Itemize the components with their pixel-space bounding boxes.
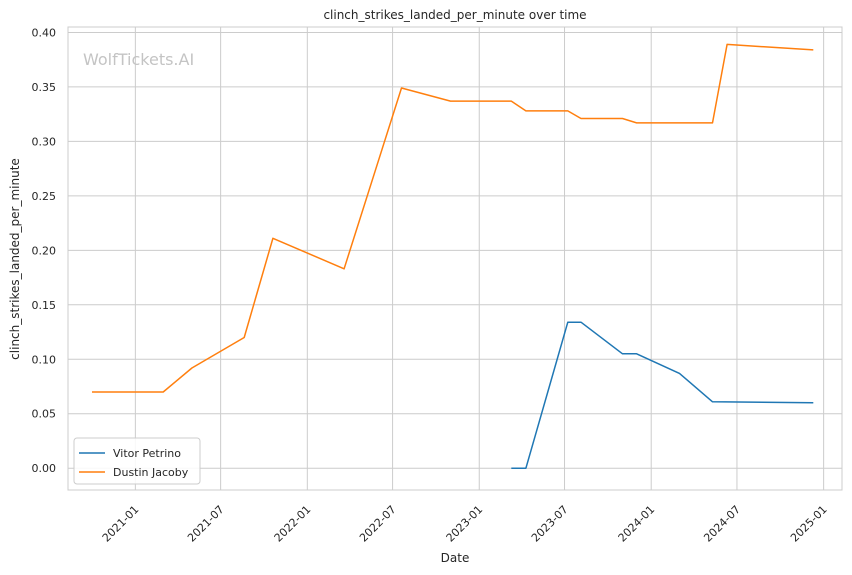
y-axis-label: clinch_strikes_landed_per_minute (8, 158, 22, 360)
series-line-2 (92, 43, 814, 393)
x-tick-label: 2024-07 (701, 503, 743, 545)
legend: Vitor Petrino Dustin Jacoby (73, 437, 201, 485)
y-tick-label: 0.05 (32, 408, 57, 421)
x-axis-label: Date (441, 551, 470, 565)
grid (68, 27, 842, 490)
series-line-1 (511, 321, 814, 469)
x-tick-label: 2021-01 (100, 503, 142, 545)
plot-area (67, 26, 843, 491)
x-tick-label: 2025-01 (788, 503, 830, 545)
y-tick-label: 0.25 (32, 190, 57, 203)
x-tick-label: 2022-01 (272, 503, 314, 545)
x-tick-label: 2021-07 (185, 503, 227, 545)
series-layer (92, 43, 814, 469)
x-axis-ticks: 2021-01 2021-07 2022-01 2022-07 2023-01 2023-… (100, 503, 830, 545)
y-axis-ticks: 0.00 0.05 0.10 0.15 0.20 0.25 0.30 0.35 0.40 (32, 26, 57, 475)
y-tick-label: 0.10 (32, 353, 57, 366)
y-tick-label: 0.40 (32, 26, 57, 39)
x-tick-label: 2023-07 (529, 503, 571, 545)
y-tick-label: 0.30 (32, 135, 57, 148)
legend-label-2: Dustin Jacoby (113, 466, 189, 479)
y-tick-label: 0.35 (32, 81, 57, 94)
watermark: WolfTickets.AI (83, 50, 194, 69)
x-tick-label: 2022-07 (357, 503, 399, 545)
y-tick-label: 0.00 (32, 462, 57, 475)
y-tick-label: 0.15 (32, 299, 57, 312)
y-tick-label: 0.20 (32, 244, 57, 257)
chart-title: clinch_strikes_landed_per_minute over ti… (323, 8, 586, 22)
x-tick-label: 2024-01 (616, 503, 658, 545)
legend-box (73, 437, 201, 485)
x-tick-label: 2023-01 (444, 503, 486, 545)
legend-label-1: Vitor Petrino (113, 447, 181, 460)
